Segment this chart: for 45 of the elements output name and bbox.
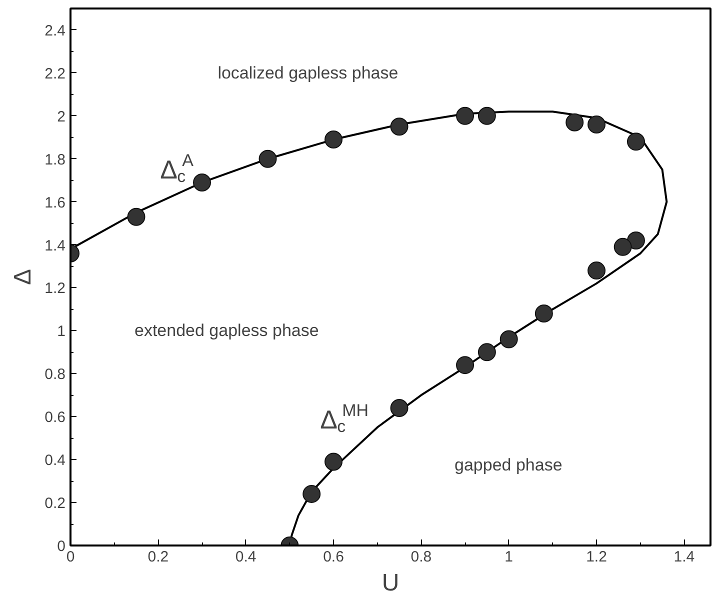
- point: [127, 208, 146, 226]
- x-tick-label: 0.2: [148, 548, 169, 566]
- y-tick-label: 1.6: [44, 194, 66, 212]
- y-tick-label: 0.6: [44, 409, 66, 426]
- y-tick-label: 2.2: [44, 65, 66, 82]
- point: [390, 118, 408, 136]
- y-tick-label: 2.4: [44, 22, 66, 40]
- y-tick-label: 1.2: [44, 280, 66, 298]
- point: [193, 174, 212, 192]
- y-tick-label: 1.8: [44, 151, 66, 168]
- point: [478, 343, 496, 362]
- point: [478, 106, 496, 125]
- point: [588, 262, 606, 280]
- point: [302, 484, 321, 503]
- point: [588, 116, 606, 134]
- point: [534, 304, 553, 322]
- x-tick-label: 0.4: [235, 548, 256, 566]
- point: [626, 132, 645, 151]
- y-tick-label: 0.4: [44, 452, 66, 470]
- point: [500, 330, 518, 348]
- y-tick-label: 0.8: [44, 366, 66, 384]
- x-tick-label: 0.6: [323, 548, 344, 566]
- y-tick-label: 2: [57, 108, 66, 126]
- point: [626, 232, 645, 250]
- point: [258, 150, 277, 168]
- y-tick-label: 0.2: [44, 495, 66, 512]
- annotation: extended gapless phase: [134, 321, 319, 340]
- x-tick-label: 0.8: [410, 548, 432, 566]
- x-tick-label: 1.4: [674, 548, 695, 566]
- x-tick-label: 1: [504, 548, 514, 566]
- point: [566, 113, 584, 132]
- y-tick-label: 0: [57, 538, 66, 555]
- point: [324, 452, 343, 471]
- y-tick-label: 1.4: [44, 237, 66, 254]
- point: [456, 106, 474, 125]
- point: [456, 356, 474, 374]
- y-tick-label: 1: [57, 323, 66, 340]
- point: [390, 399, 408, 418]
- point: [324, 130, 343, 149]
- annotation: localized gapless phase: [218, 63, 398, 82]
- point: [614, 238, 632, 256]
- x-axis-title: U: [382, 570, 400, 596]
- annotation: gapped phase: [454, 455, 562, 474]
- x-tick-label: 1.2: [586, 548, 607, 566]
- y-axis-title: Δ: [10, 268, 37, 286]
